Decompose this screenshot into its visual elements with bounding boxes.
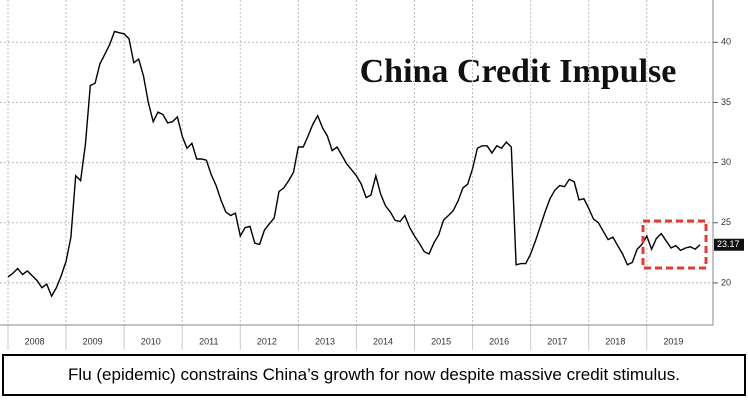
x-tick-label: 2009 <box>83 336 103 346</box>
y-tick-label: 30 <box>721 157 731 167</box>
chart-title: China Credit Impulse <box>360 53 677 90</box>
chart: China Credit Impulse 20 25 30 35 40 2008 2009 2… <box>0 0 748 352</box>
x-tick-label: 2010 <box>141 336 161 346</box>
y-tick-label: 40 <box>721 37 731 47</box>
x-tick-label: 2008 <box>25 336 45 346</box>
y-tick-label: 20 <box>721 277 731 287</box>
x-tick-label: 2015 <box>431 336 451 346</box>
x-tick-label: 2013 <box>315 336 335 346</box>
last-value-box <box>714 238 744 251</box>
y-tick-label: 35 <box>721 97 731 107</box>
x-tick-label: 2014 <box>373 336 393 346</box>
x-tick-label: 2019 <box>663 336 683 346</box>
line-series <box>7 30 701 298</box>
x-tick-label: 2018 <box>605 336 625 346</box>
x-tick-label: 2011 <box>199 336 218 346</box>
x-tick-label: 2016 <box>489 336 509 346</box>
x-tick-label: 2012 <box>257 336 277 346</box>
chart-background <box>0 0 748 352</box>
x-tick-label: 2017 <box>547 336 567 346</box>
last-value-label: 23.17 <box>717 239 740 249</box>
y-tick-label: 25 <box>721 217 731 227</box>
caption: Flu (epidemic) constrains China’s growth… <box>2 354 746 396</box>
